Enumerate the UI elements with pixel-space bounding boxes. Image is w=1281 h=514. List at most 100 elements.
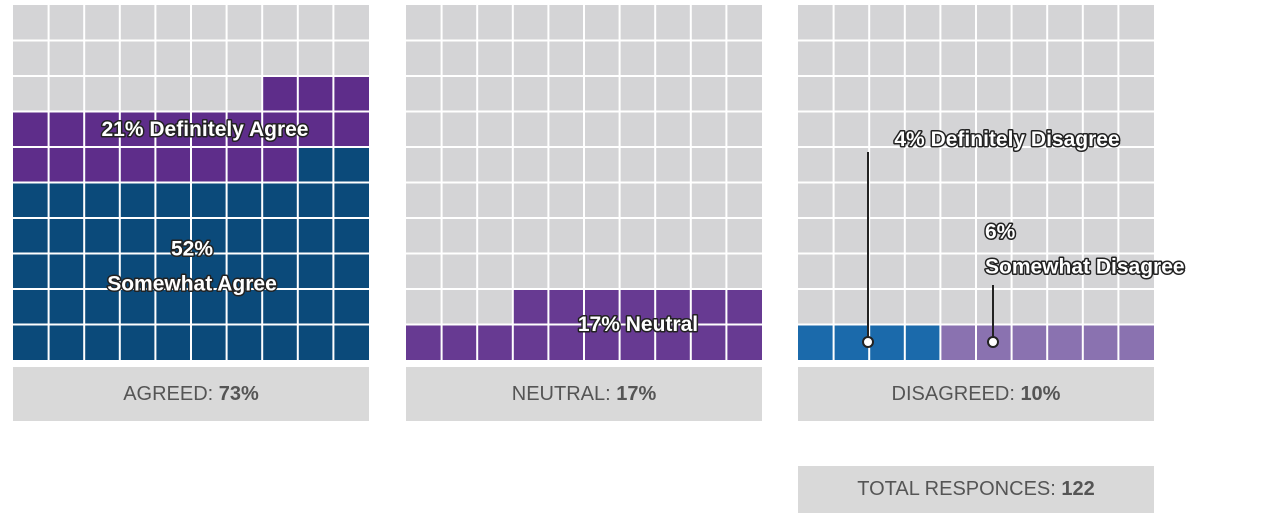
- waffle-cell: [262, 289, 298, 325]
- summary-box: [13, 367, 369, 421]
- waffle-cell: [262, 111, 298, 147]
- series-name: Definitely Disagree: [931, 128, 1120, 151]
- waffle-cell: [191, 289, 227, 325]
- waffle-cell: [13, 324, 49, 360]
- waffle-cell: [48, 182, 85, 218]
- waffle-cell: [13, 218, 49, 254]
- waffle-cell: [904, 324, 941, 360]
- summary-label: NEUTRAL:: [512, 383, 611, 405]
- waffle-cell: [619, 289, 656, 325]
- waffle-cell: [262, 324, 298, 360]
- waffle-cell: [297, 289, 334, 325]
- series-name: Somewhat Agree: [107, 273, 277, 296]
- waffle-cell: [13, 289, 49, 325]
- waffle-cell: [333, 324, 369, 360]
- waffle-cell: [477, 324, 513, 360]
- series-value-label: 21%: [102, 118, 144, 141]
- total-label: TOTAL RESPONCES:: [857, 478, 1056, 500]
- waffle-cell: [548, 289, 584, 325]
- waffle-cell: [297, 111, 334, 147]
- waffle-cell: [333, 76, 369, 112]
- waffle-cell: [940, 324, 976, 360]
- summary-label: DISAGREED:: [892, 383, 1015, 405]
- total-box: [798, 466, 1154, 513]
- waffle-cell: [84, 253, 120, 289]
- waffle-cell: [262, 76, 298, 112]
- waffle-cell: [191, 182, 227, 218]
- waffle-cell: [1011, 324, 1048, 360]
- waffle-cell: [119, 324, 156, 360]
- leader-dot: [987, 336, 999, 348]
- waffle-cell: [13, 182, 49, 218]
- waffle-cell: [262, 218, 298, 254]
- waffle-cell: [13, 253, 49, 289]
- waffle-cell: [262, 182, 298, 218]
- leader-dot: [862, 336, 874, 348]
- waffle-cell: [1118, 324, 1154, 360]
- waffle-cell: [155, 324, 191, 360]
- waffle-cell: [119, 253, 156, 289]
- waffle-cell: [48, 253, 85, 289]
- waffle-cell: [191, 324, 227, 360]
- waffle-cell: [84, 182, 120, 218]
- waffle-cell: [191, 253, 227, 289]
- waffle-cell: [119, 147, 156, 183]
- summary: AGREED: 73%: [123, 383, 259, 405]
- waffle-cell: [48, 324, 85, 360]
- waffle-cell: [726, 289, 762, 325]
- summary-box: [798, 367, 1154, 421]
- waffle-cell: [84, 289, 120, 325]
- waffle-cell: [13, 111, 49, 147]
- waffle-cell: [333, 253, 369, 289]
- waffle-cell: [406, 324, 442, 360]
- waffle-cell: [119, 111, 156, 147]
- waffle-cell: [655, 324, 691, 360]
- waffle-cell: [191, 111, 227, 147]
- waffle-cell: [155, 253, 191, 289]
- waffle-cell: [619, 324, 656, 360]
- waffle-cell: [262, 253, 298, 289]
- summary-box: [406, 367, 762, 421]
- waffle-cell: [191, 218, 227, 254]
- waffle-cell: [690, 289, 727, 325]
- waffle-cell: [119, 182, 156, 218]
- waffle-cell: [48, 289, 85, 325]
- waffle-cell: [155, 182, 191, 218]
- waffle-cell: [297, 324, 334, 360]
- waffle-cell: [655, 289, 691, 325]
- waffle-cell: [297, 182, 334, 218]
- waffle-cell: [512, 324, 549, 360]
- waffle-cell: [798, 324, 834, 360]
- waffle-cell: [226, 324, 263, 360]
- waffle-cell: [226, 182, 263, 218]
- waffle-cell: [726, 324, 762, 360]
- waffle-cell: [84, 218, 120, 254]
- summary-value: 73%: [219, 383, 259, 405]
- waffle-cell: [297, 218, 334, 254]
- waffle-cell: [226, 289, 263, 325]
- series-label: 4% Definitely Disagree: [894, 128, 1119, 151]
- waffle-cell: [297, 253, 334, 289]
- series-value-label: 6%: [985, 221, 1016, 244]
- summary-label: AGREED:: [123, 383, 213, 405]
- summary-value: 10%: [1020, 383, 1060, 405]
- waffle-cell: [226, 253, 263, 289]
- series-label: 21% Definitely Agree: [102, 118, 309, 141]
- waffle-cell: [48, 147, 85, 183]
- series-value-label: 4%: [894, 128, 925, 151]
- waffle-cell: [297, 147, 334, 183]
- waffle-cell: [333, 182, 369, 218]
- waffle-cell: [155, 111, 191, 147]
- waffle-cell: [333, 218, 369, 254]
- series-name: Neutral: [626, 313, 698, 336]
- waffle-cell: [1082, 324, 1119, 360]
- waffle-cell: [119, 218, 156, 254]
- series-label: 17% Neutral: [578, 313, 698, 336]
- waffle-cell: [262, 147, 298, 183]
- total: TOTAL RESPONCES: 122: [857, 478, 1095, 500]
- waffle-cell: [548, 324, 584, 360]
- series-name: Definitely Agree: [149, 118, 308, 141]
- waffle-cell: [48, 111, 85, 147]
- waffle-cell: [1047, 324, 1083, 360]
